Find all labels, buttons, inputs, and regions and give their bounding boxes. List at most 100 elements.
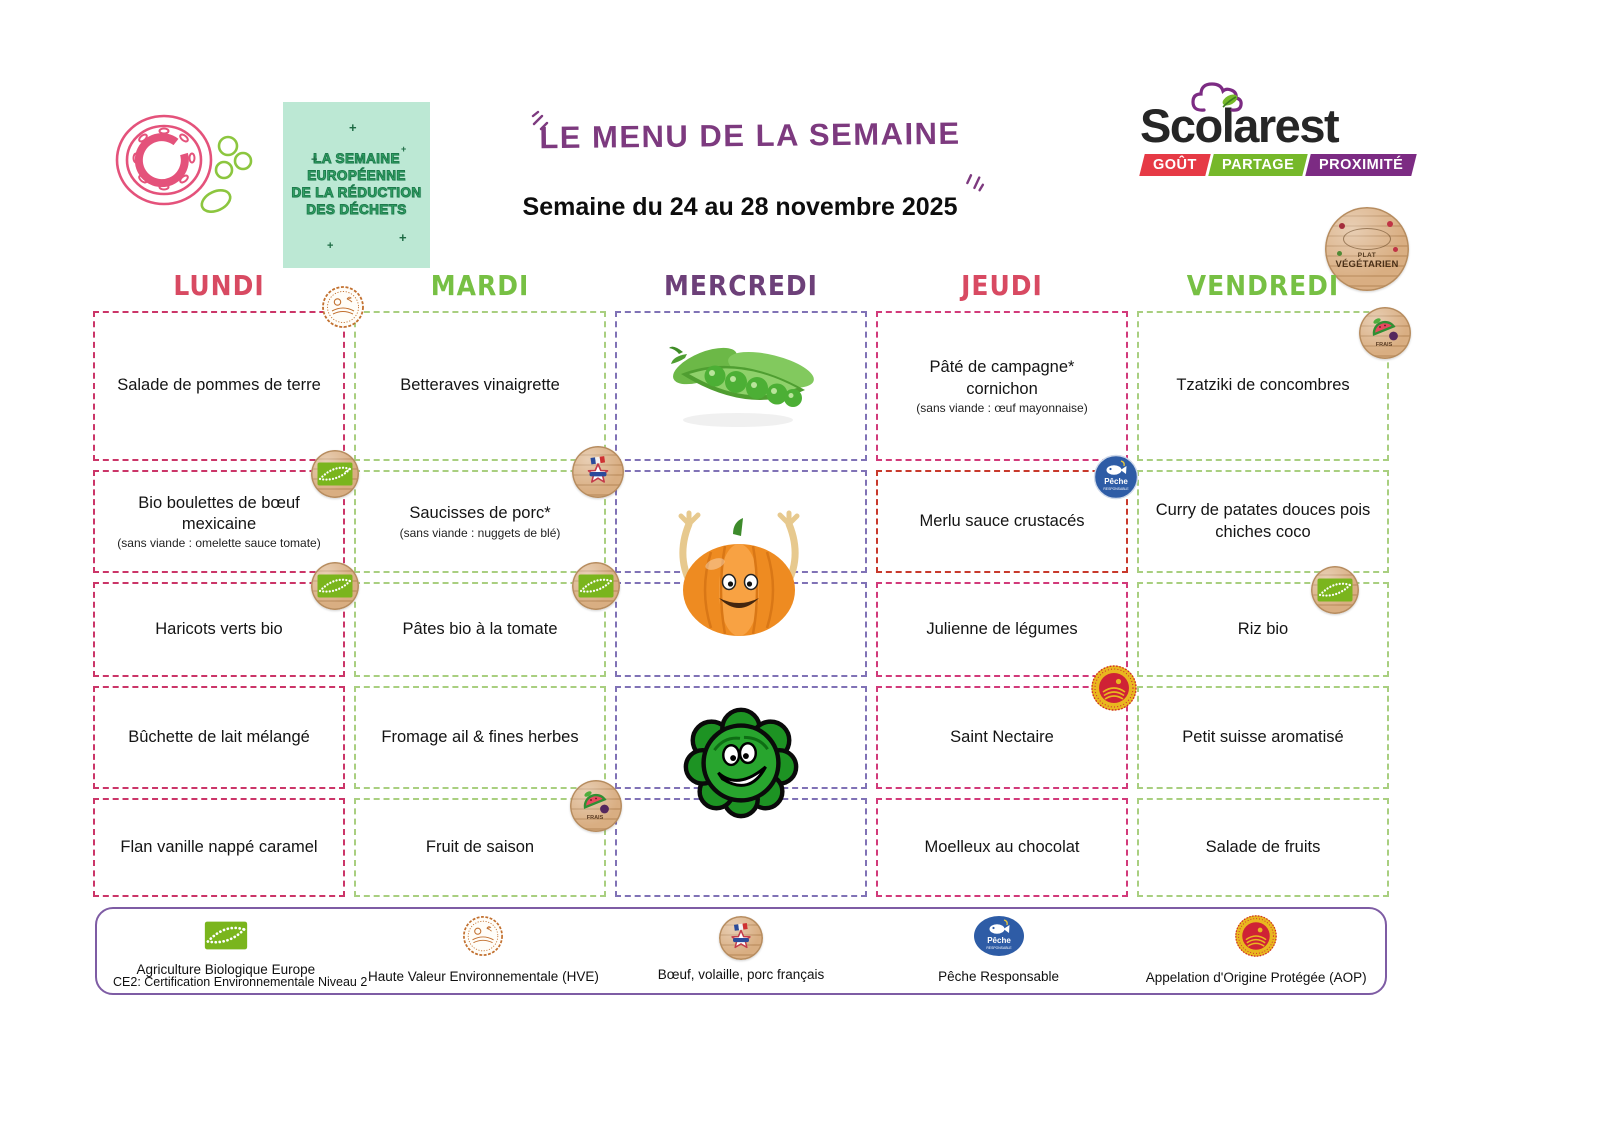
dish-name: Riz bio	[1237, 619, 1289, 638]
dish-name: Merlu sauce crustacés	[919, 511, 1085, 530]
menu-cell-vendredi-plat: Curry de patates douces pois chiches coc…	[1137, 470, 1389, 573]
dish-name: Fromage ail & fines herbes	[381, 727, 579, 746]
legend-item-peche: Pêche RESPONSABLE Pêche Responsable	[938, 915, 1059, 984]
peche-responsable-badge-icon: Pêche RESPONSABLE	[973, 915, 1025, 962]
svg-text:RESPONSABLE: RESPONSABLE	[986, 946, 1012, 950]
menu-cell-lundi-laitage: Bûchette de lait mélangé	[93, 686, 345, 789]
aop-badge-icon	[1090, 664, 1138, 712]
svg-text:FRAIS: FRAIS	[1376, 342, 1393, 348]
peas-image	[653, 324, 823, 439]
menu-cell-jeudi-accompagnement: Julienne de légumes	[876, 582, 1128, 677]
legend-box: Agriculture Biologique Europe Haute Vale…	[95, 907, 1387, 995]
dish-name: Fruit de saison	[425, 837, 535, 856]
legend-item-viande-francaise: Bœuf, volaille, porc français	[658, 916, 824, 982]
veg-badge-top-label: PLAT	[1357, 252, 1377, 259]
lettuce-image	[677, 696, 805, 829]
sparkle-icon	[952, 162, 987, 200]
tagline-gout: GOÛT	[1139, 154, 1211, 176]
legend-item-aop: Appelation d'Origine Protégée (AOP)	[1146, 914, 1367, 985]
dish-name: Julienne de légumes	[926, 619, 1078, 638]
dish-name: Bûchette de lait mélangé	[128, 727, 310, 746]
french-meat-badge-icon	[572, 446, 624, 498]
day-header-vendredi: VENDREDI	[1186, 268, 1340, 302]
dish-name: Salade de pommes de terre	[117, 376, 321, 395]
menu-grid: LUNDI MARDI MERCREDI JEUDI VENDREDI Sala…	[93, 268, 1411, 897]
dish-name: Tzatziki de concombres	[1176, 376, 1350, 395]
dish-name: Haricots verts bio	[155, 619, 283, 638]
dish-name: Flan vanille nappé caramel	[120, 837, 318, 856]
bio-badge-icon	[311, 450, 359, 498]
dish-name: Saint Nectaire	[950, 727, 1054, 746]
bio-badge-icon	[311, 562, 359, 610]
svg-text:Pêche: Pêche	[987, 936, 1011, 945]
menu-cell-vendredi-dessert: Salade de fruits	[1137, 798, 1389, 897]
legend-item-hve: Haute Valeur Environnementale (HVE)	[368, 915, 599, 984]
tomato-olives-doodle	[112, 98, 262, 238]
vegetarian-dish-badge: PLAT VÉGÉTARIEN	[1325, 207, 1409, 291]
bio-badge-icon	[1311, 566, 1359, 614]
brand-taglines: GOÛT PARTAGE PROXIMITÉ	[1139, 154, 1418, 176]
menu-cell-mardi-dessert: FRAIS Fruit de saison	[354, 780, 622, 897]
dish-name: Curry de patates douces pois chiches coc…	[1155, 501, 1371, 541]
menu-cell-vendredi-accompagnement: Riz bio	[1137, 566, 1389, 677]
chef-cloud-leaf-icon	[1186, 76, 1256, 127]
week-range-subtitle: Semaine du 24 au 28 novembre 2025	[522, 193, 958, 221]
peche-responsable-badge-icon: Pêche RESPONSABLE	[1092, 454, 1140, 502]
sparkle-icon	[531, 108, 557, 139]
menu-cell-lundi-plat: Bio boulettes de bœuf mexicaine (sans vi…	[93, 450, 359, 573]
dish-name: Petit suisse aromatisé	[1182, 727, 1344, 746]
menu-cell-mardi-laitage: Fromage ail & fines herbes	[354, 686, 606, 789]
menu-cell-mardi-entree: Betteraves vinaigrette	[354, 311, 606, 461]
svg-text:FRAIS: FRAIS	[587, 815, 604, 821]
dish-name: Moelleux au chocolat	[924, 837, 1080, 856]
tagline-partage: PARTAGE	[1208, 154, 1308, 176]
waste-reduction-week-card: LA SEMAINE EUROPÉENNE DE LA RÉDUCTION DE…	[283, 102, 430, 268]
aop-badge-icon	[1234, 914, 1278, 963]
menu-cell-jeudi-entree: Pâté de campagne* cornichon (sans viande…	[876, 311, 1128, 461]
dish-alternative: (sans viande : nuggets de blé)	[399, 525, 561, 540]
menu-cell-vendredi-entree: FRAIS Tzatziki de concombres	[1137, 307, 1411, 461]
dish-name: Pâté de campagne* cornichon	[929, 358, 1075, 398]
menu-cell-mardi-accompagnement: Pâtes bio à la tomate	[354, 562, 620, 677]
scolarest-logo: Scolarest GOÛT PARTAGE PROXIMITÉ	[1139, 82, 1418, 176]
veg-badge-main-label: VÉGÉTARIEN	[1335, 259, 1399, 270]
ce2-note: CE2: Certification Environnementale Nive…	[113, 975, 368, 989]
brand-wordmark: Scolarest	[1140, 82, 1390, 149]
menu-cell-lundi-dessert: Flan vanille nappé caramel	[93, 798, 345, 897]
bio-badge-icon	[572, 562, 620, 610]
menu-cell-jeudi-plat: Pêche RESPONSABLE Merlu sauce crustacés	[876, 454, 1139, 573]
day-header-jeudi: JEUDI	[961, 268, 1043, 302]
dish-name: Salade de fruits	[1205, 837, 1321, 856]
menu-cell-mardi-plat: Saucisses de porc* (sans viande : nugget…	[354, 446, 624, 573]
dish-alternative: (sans viande : omelette sauce tomate)	[117, 536, 321, 551]
dish-name: Saucisses de porc*	[409, 504, 551, 523]
svg-text:Pêche: Pêche	[1104, 477, 1128, 486]
hve-badge-icon	[321, 285, 365, 329]
menu-cell-jeudi-laitage: Saint Nectaire	[876, 665, 1137, 789]
french-meat-badge-icon	[718, 916, 763, 960]
plate-sketch	[1343, 228, 1391, 250]
hve-badge-icon	[462, 915, 504, 962]
menu-cell-lundi-accompagnement: Haricots verts bio	[93, 562, 359, 677]
dish-name: Pâtes bio à la tomate	[402, 619, 558, 638]
tagline-proximite: PROXIMITÉ	[1305, 154, 1418, 176]
dish-alternative: (sans viande : œuf mayonnaise)	[916, 400, 1088, 415]
title-block: LE MENU DE LA SEMAINE	[531, 110, 985, 192]
dish-name: Bio boulettes de bœuf mexicaine	[138, 493, 300, 533]
day-header-mercredi: MERCREDI	[664, 268, 818, 302]
menu-cell-vendredi-laitage: Petit suisse aromatisé	[1137, 686, 1389, 789]
svg-text:RESPONSABLE: RESPONSABLE	[1103, 487, 1129, 491]
day-header-lundi: LUNDI	[173, 268, 265, 302]
legend-item-bio: Agriculture Biologique Europe	[136, 921, 315, 977]
menu-cell-jeudi-dessert: Moelleux au chocolat	[876, 798, 1128, 897]
fresh-fruit-badge-icon: FRAIS	[1359, 307, 1411, 359]
day-header-mardi: MARDI	[430, 268, 530, 302]
bio-badge-icon	[204, 921, 248, 955]
page-title: LE MENU DE LA SEMAINE	[539, 115, 961, 156]
dish-name: Betteraves vinaigrette	[400, 376, 560, 395]
menu-cell-lundi-entree: Salade de pommes de terre	[93, 286, 364, 461]
pumpkin-image	[659, 488, 819, 653]
fresh-fruit-badge-icon: FRAIS	[570, 780, 622, 832]
legend-items: Agriculture Biologique Europe Haute Vale…	[97, 909, 1385, 993]
